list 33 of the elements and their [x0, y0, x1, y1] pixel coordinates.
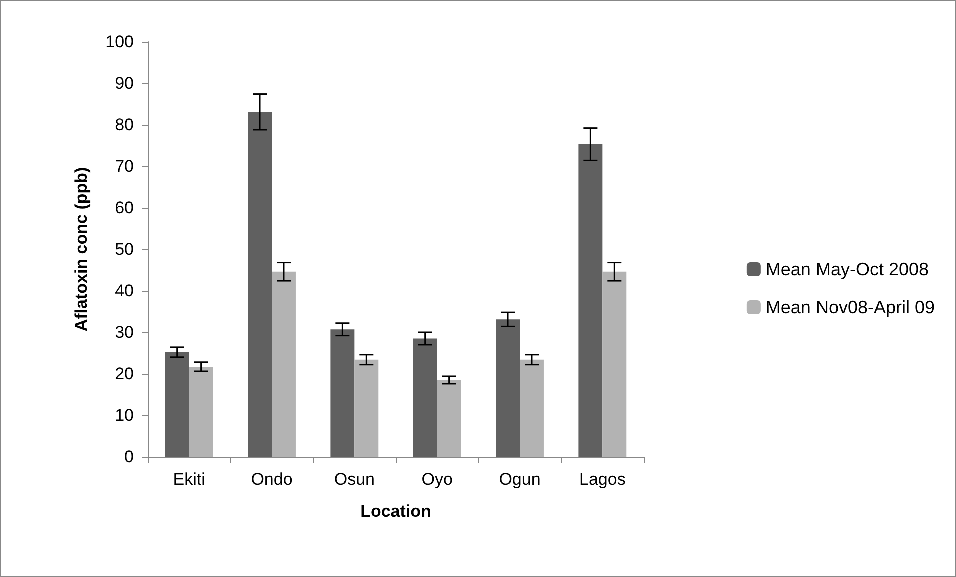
bar: [272, 272, 296, 457]
y-axis-title: Aflatoxin conc (ppb): [72, 167, 91, 332]
y-tick-label: 10: [115, 406, 134, 425]
bar: [354, 360, 379, 457]
y-tick-label: 30: [115, 323, 134, 342]
bar: [413, 338, 438, 457]
y-tick-label: 100: [106, 32, 134, 52]
y-tick-label: 50: [115, 240, 134, 259]
bar: [189, 366, 214, 457]
x-axis-title: Location: [360, 502, 432, 521]
bar: [165, 352, 190, 457]
bar: [248, 112, 272, 457]
x-tick-label: Ekiti: [173, 470, 206, 489]
legend-label: Mean May-Oct 2008: [766, 260, 929, 280]
legend-label: Mean Nov08-April 09: [766, 298, 936, 318]
y-tick-label: 20: [115, 364, 134, 384]
bar: [578, 144, 603, 457]
bar: [496, 320, 520, 457]
y-tick-label: 40: [115, 282, 134, 300]
y-tick-label: 90: [115, 74, 134, 93]
bar: [602, 272, 627, 457]
x-tick-label: Ondo: [251, 470, 293, 489]
x-tick-label: Ogun: [499, 470, 541, 489]
y-tick-label: 60: [115, 198, 134, 218]
x-tick-label: Lagos: [580, 470, 626, 489]
y-tick-label: 0: [124, 448, 134, 466]
y-tick-label: 80: [115, 116, 134, 134]
x-tick-label: Osun: [334, 470, 375, 489]
x-tick-label: Oyo: [422, 470, 453, 489]
bar: [437, 380, 462, 457]
y-tick-label: 70: [115, 157, 134, 176]
bar: [330, 330, 355, 457]
bar: [520, 360, 544, 457]
